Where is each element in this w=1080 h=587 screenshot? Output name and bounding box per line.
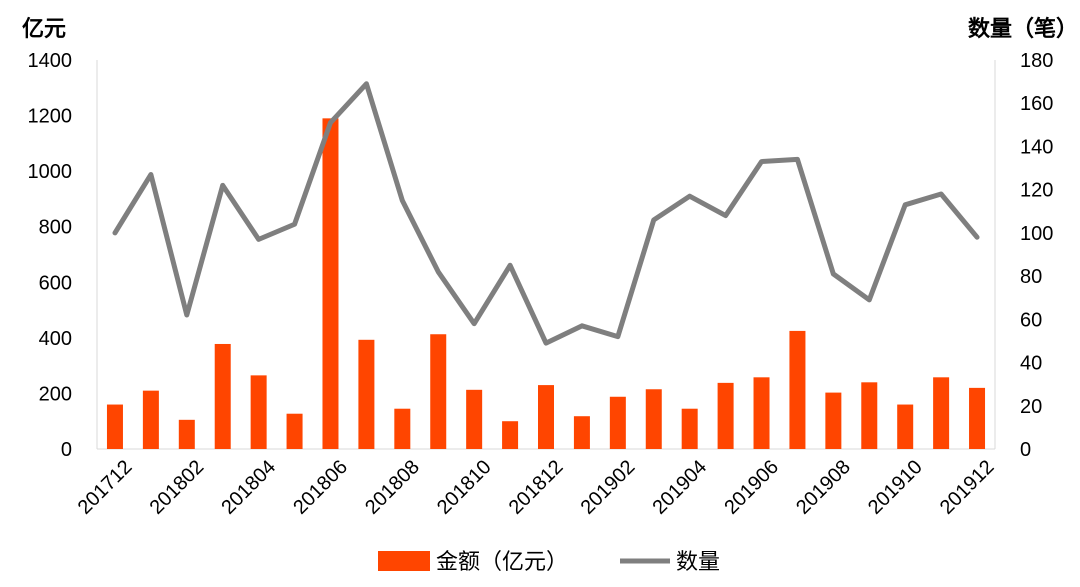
line-point-count bbox=[832, 273, 834, 275]
line-point-count bbox=[545, 342, 547, 344]
legend-label-count: 数量 bbox=[676, 550, 720, 575]
bar-amount bbox=[753, 377, 770, 449]
bar-amount bbox=[681, 408, 698, 449]
x-tick-label: 201904 bbox=[648, 456, 711, 519]
line-point-count bbox=[294, 223, 296, 225]
bar-amount bbox=[466, 389, 483, 449]
line-point-count bbox=[976, 236, 978, 238]
x-tick-label: 201906 bbox=[720, 456, 783, 519]
line-point-count bbox=[653, 219, 655, 221]
left-axis-unit-label: 亿元 bbox=[22, 17, 66, 42]
bar-amount bbox=[717, 382, 734, 449]
line-point-count bbox=[725, 215, 727, 217]
right-tick-label: 120 bbox=[1020, 180, 1053, 202]
line-point-count bbox=[904, 204, 906, 206]
bar-amount bbox=[358, 339, 375, 449]
left-tick-label: 1000 bbox=[28, 161, 73, 183]
line-point-count bbox=[258, 238, 260, 240]
line-point-count bbox=[437, 271, 439, 273]
bar-amount bbox=[573, 416, 590, 449]
legend-swatch-amount bbox=[378, 551, 430, 571]
line-point-count bbox=[581, 325, 583, 327]
x-axis: 201712 201802 201804 201806 201808 201810 2018… bbox=[74, 456, 999, 519]
line-point-count bbox=[868, 299, 870, 301]
bar-amount bbox=[178, 419, 195, 449]
left-tick-label: 400 bbox=[39, 328, 72, 350]
line-point-count bbox=[761, 161, 763, 163]
right-tick-label: 60 bbox=[1020, 309, 1042, 331]
left-tick-label: 600 bbox=[39, 272, 72, 294]
line-point-count bbox=[114, 232, 116, 234]
bar-amount bbox=[789, 330, 806, 449]
count-line-layer bbox=[112, 81, 980, 346]
line-point-count bbox=[509, 264, 511, 266]
legend-label-amount: 金额（亿元） bbox=[436, 550, 568, 575]
bar-amount bbox=[430, 334, 447, 449]
x-tick-label: 201910 bbox=[864, 456, 927, 519]
x-tick-label: 201810 bbox=[433, 456, 496, 519]
right-tick-label: 140 bbox=[1020, 136, 1053, 158]
left-y-axis: 0 200 400 600 800 1000 1200 1400 bbox=[28, 50, 73, 461]
line-point-count bbox=[329, 122, 331, 124]
line-point-count bbox=[796, 158, 798, 160]
right-y-axis: 0 20 40 60 80 100 120 140 160 180 bbox=[1020, 50, 1053, 461]
line-point-count bbox=[186, 314, 188, 316]
bar-amount bbox=[969, 387, 986, 449]
line-point-count bbox=[617, 336, 619, 338]
bar-amount bbox=[609, 396, 626, 449]
line-count bbox=[112, 81, 980, 346]
right-tick-label: 100 bbox=[1020, 223, 1053, 245]
line-point-count bbox=[940, 193, 942, 195]
right-tick-label: 180 bbox=[1020, 50, 1053, 72]
bar-amount bbox=[286, 413, 303, 449]
x-tick-label: 201908 bbox=[792, 456, 855, 519]
amount-bars bbox=[106, 118, 986, 449]
left-tick-label: 1200 bbox=[28, 106, 73, 128]
line-point-count bbox=[689, 195, 691, 197]
line-point-count bbox=[222, 184, 224, 186]
x-tick-label: 201812 bbox=[505, 456, 568, 519]
right-tick-label: 20 bbox=[1020, 396, 1042, 418]
bar-amount bbox=[825, 392, 842, 449]
left-tick-label: 0 bbox=[61, 439, 72, 461]
line-point-count bbox=[401, 199, 403, 201]
line-point-count bbox=[365, 83, 367, 85]
x-tick-label: 201804 bbox=[217, 456, 280, 519]
bar-amount bbox=[214, 343, 231, 449]
bar-amount bbox=[106, 404, 123, 449]
bar-amount bbox=[250, 375, 267, 449]
line-point-count bbox=[473, 323, 475, 325]
bar-amount bbox=[933, 377, 950, 449]
right-axis-unit-label: 数量（笔） bbox=[968, 16, 1078, 42]
x-tick-label: 201806 bbox=[289, 456, 352, 519]
right-tick-label: 0 bbox=[1020, 439, 1031, 461]
right-tick-label: 80 bbox=[1020, 266, 1042, 288]
right-tick-label: 160 bbox=[1020, 93, 1053, 115]
bar-amount bbox=[645, 389, 662, 449]
left-tick-label: 800 bbox=[39, 217, 72, 239]
bar-amount bbox=[897, 404, 914, 449]
bar-amount bbox=[394, 408, 411, 449]
line-point-count bbox=[150, 174, 152, 176]
bar-amount bbox=[322, 118, 339, 449]
legend: 金额（亿元） 数量 bbox=[378, 550, 720, 575]
right-tick-label: 40 bbox=[1020, 353, 1042, 375]
bar-amount bbox=[861, 382, 878, 449]
left-tick-label: 1400 bbox=[28, 50, 73, 72]
x-tick-label: 201712 bbox=[74, 456, 137, 519]
bar-amount bbox=[502, 421, 519, 449]
left-tick-label: 200 bbox=[39, 383, 72, 405]
x-tick-label: 201808 bbox=[361, 456, 424, 519]
bar-amount bbox=[142, 390, 159, 449]
x-tick-label: 201902 bbox=[577, 456, 640, 519]
x-tick-label: 201912 bbox=[936, 456, 999, 519]
x-tick-label: 201802 bbox=[146, 456, 209, 519]
bar-amount bbox=[538, 385, 554, 449]
